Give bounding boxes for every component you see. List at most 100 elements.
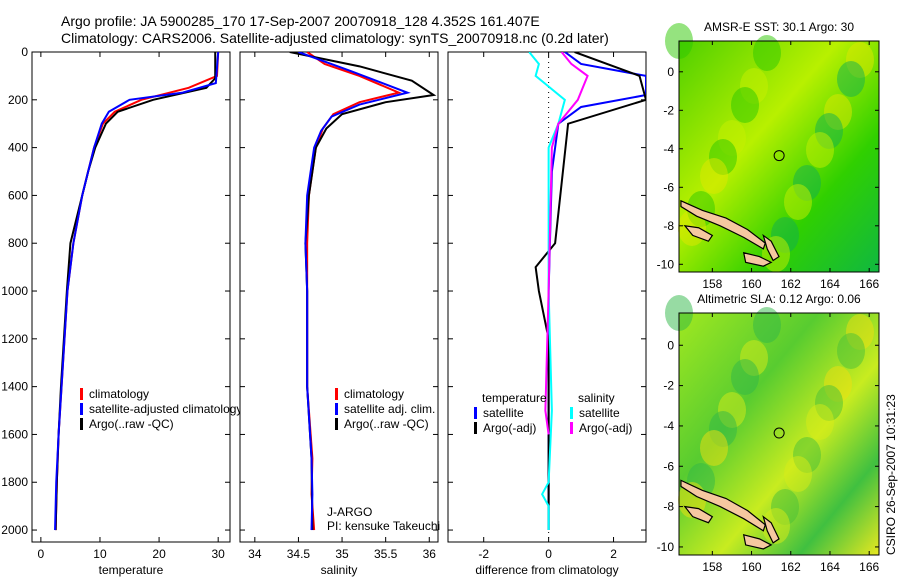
y-tick-label: 0 — [21, 45, 28, 59]
x-tick-label: 0 — [38, 547, 45, 561]
x-tick-label: 160 — [742, 560, 762, 574]
x-tick-label: 34.5 — [287, 547, 311, 561]
map-title: AMSR-E SST: 30.1 Argo: 30 — [704, 20, 854, 34]
y-tick-label: 1400 — [1, 380, 28, 394]
legend-swatch — [335, 418, 338, 430]
island — [680, 199, 766, 250]
series-line — [534, 52, 646, 531]
island — [683, 224, 714, 242]
field-patch — [837, 333, 865, 369]
field-patch — [700, 158, 728, 194]
y-tick-label: 400 — [8, 141, 28, 155]
y-tick-label: 0 — [667, 65, 674, 79]
argo-position-marker — [773, 150, 785, 162]
y-tick-label: -8 — [663, 219, 674, 233]
legend-swatch — [80, 403, 83, 415]
x-tick-label: 162 — [781, 560, 801, 574]
y-tick-label: 2000 — [1, 523, 28, 537]
plot-frame — [31, 51, 231, 543]
x-tick-label: 158 — [702, 277, 722, 291]
plot-frame — [447, 51, 647, 543]
profile-panel-2: 34 34.5 35 35.5 36 salinity climatologysatelli… — [239, 51, 440, 577]
field-patch — [806, 404, 834, 440]
field-patch — [837, 61, 865, 97]
map-frame — [678, 312, 880, 556]
island — [742, 251, 773, 267]
y-tick-label: 200 — [8, 93, 28, 107]
map-title: Altimetric SLA: 0.12 Argo: 0.06 — [697, 292, 861, 306]
field-patch — [784, 456, 812, 492]
x-tick-label: 160 — [742, 277, 762, 291]
legend-label: Argo(-adj) — [483, 421, 536, 435]
legend-label: satellite-adjusted climatology — [89, 402, 242, 416]
x-tick-label: 162 — [781, 277, 801, 291]
field-patch — [731, 87, 759, 123]
legend-swatch — [335, 403, 338, 415]
x-tick-label: 34 — [248, 547, 262, 561]
y-tick-label: 1000 — [1, 284, 28, 298]
x-tick-label: 2 — [610, 547, 617, 561]
legend-swatch — [570, 422, 573, 434]
y-tick-label: -4 — [663, 142, 674, 156]
series-line — [528, 52, 566, 531]
legend-swatch — [80, 418, 83, 430]
y-tick-label: 1600 — [1, 427, 28, 441]
x-tick-label: 0 — [545, 547, 552, 561]
island — [683, 505, 714, 524]
legend-label: Argo(..raw -QC) — [344, 417, 429, 431]
profile-panel-3: -2 0 2 difference from climatology temperatu… — [447, 51, 647, 577]
field-patch — [731, 359, 759, 395]
legend-label: climatology — [344, 387, 404, 401]
series-line — [544, 52, 589, 435]
x-tick-label: -2 — [478, 547, 489, 561]
y-tick-label: -2 — [663, 103, 674, 117]
y-tick-label: -8 — [663, 500, 674, 514]
map-panel-1: 158 160 162 164 166 0 -2 -4 -6 -8 -10 AMSR-E SST: 3… — [657, 20, 880, 291]
series-line — [54, 52, 220, 531]
x-tick-label: 10 — [93, 547, 107, 561]
x-tick-label: 20 — [152, 547, 166, 561]
profile-panel-1: 0 10 20 30 0 200 400 600 800 1000 1200 1400 1600 1800… — [1, 45, 242, 577]
island — [762, 515, 780, 544]
field-patch — [753, 307, 781, 343]
x-tick-label: 35 — [335, 547, 349, 561]
map-frame — [678, 40, 880, 273]
legend-swatch — [474, 407, 477, 419]
y-tick-label: -10 — [657, 540, 675, 554]
legend-label: satellite adj. clim. — [344, 402, 435, 416]
legend-swatch — [80, 388, 83, 400]
legend-label: salinity — [578, 391, 615, 405]
island — [680, 479, 766, 532]
argo-position-marker — [773, 427, 785, 439]
legend-swatch — [335, 388, 338, 400]
y-tick-label: -6 — [663, 459, 674, 473]
field-patch — [700, 430, 728, 466]
y-tick-label: 800 — [8, 236, 28, 250]
island — [742, 534, 773, 550]
title-line-1: Argo profile: JA 5900285_170 17-Sep-2007… — [61, 13, 540, 29]
legend-label: satellite — [483, 406, 524, 420]
y-tick-label: -6 — [663, 180, 674, 194]
y-tick-label: 0 — [667, 338, 674, 352]
legend-label: temperature — [482, 391, 547, 405]
x-tick-label: 30 — [211, 547, 225, 561]
x-tick-label: 166 — [859, 560, 879, 574]
x-tick-label: 35.5 — [374, 547, 398, 561]
legend-swatch — [474, 422, 477, 434]
y-tick-label: -2 — [663, 379, 674, 393]
legend-label: Argo(..raw -QC) — [89, 417, 174, 431]
y-tick-label: -10 — [657, 257, 675, 271]
annotation-text: PI: kensuke Takeuchi — [327, 519, 440, 533]
x-tick-label: 164 — [820, 277, 840, 291]
x-tick-label: 166 — [859, 277, 879, 291]
x-tick-label: 164 — [820, 560, 840, 574]
x-tick-label: 36 — [423, 547, 437, 561]
y-tick-label: 600 — [8, 188, 28, 202]
legend-label: satellite — [579, 406, 620, 420]
footer-timestamp: CSIRO 26-Sep-2007 10:31:23 — [884, 394, 898, 555]
legend-label: Argo(-adj) — [579, 421, 632, 435]
field-patch — [753, 35, 781, 71]
y-tick-label: -4 — [663, 419, 674, 433]
legend-label: climatology — [89, 387, 149, 401]
